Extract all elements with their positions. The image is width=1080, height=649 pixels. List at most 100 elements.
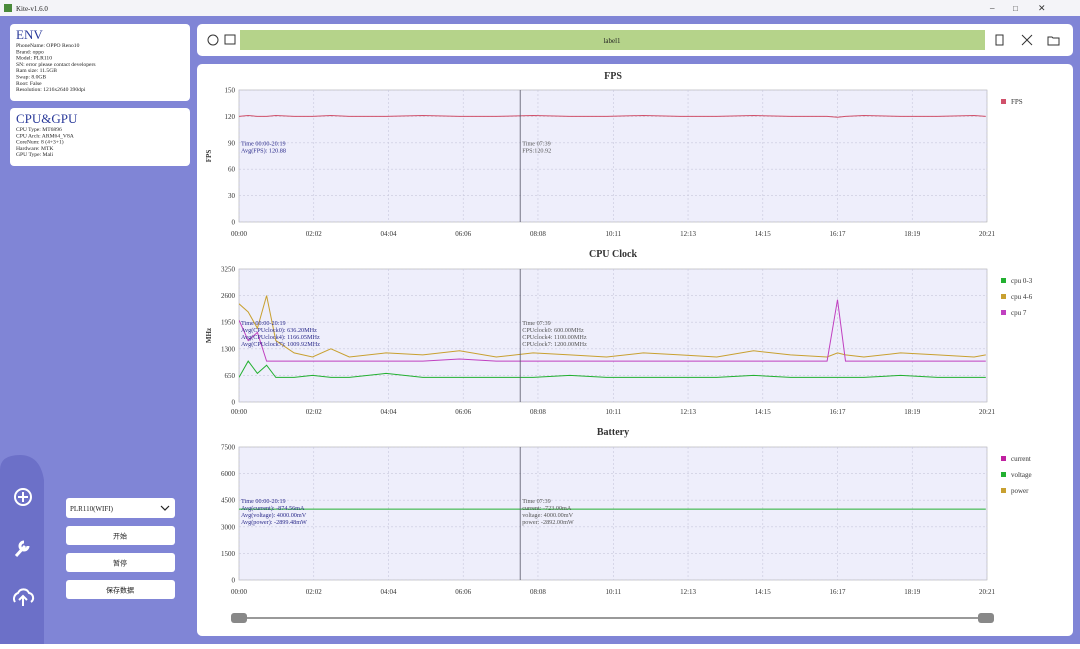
save-icon[interactable] (995, 34, 1004, 46)
legend-swatch (1001, 99, 1006, 104)
cursor-text: CPUclock0: 600.00MHz (522, 327, 584, 334)
upload-icon[interactable] (12, 588, 35, 606)
summary-text: Avg(power): -2899.48mW (241, 519, 307, 526)
legend-swatch (1001, 310, 1006, 315)
y-axis-label: MHz (205, 328, 213, 343)
x-tick-label: 20:21 (979, 230, 995, 238)
legend-swatch (1001, 472, 1006, 477)
cpu-line: Hardware: MTK (16, 146, 53, 152)
folder-icon[interactable] (1047, 36, 1060, 46)
env-panel (10, 24, 190, 101)
x-tick-label: 04:04 (381, 408, 397, 416)
x-tick-label: 00:00 (231, 588, 247, 596)
series-line (239, 360, 986, 378)
y-tick-label: 60 (228, 166, 236, 174)
summary-text: Avg(voltage): 4000.00mV (241, 512, 307, 519)
chevron (160, 505, 170, 511)
x-tick-label: 18:19 (904, 408, 920, 416)
series-line (239, 295, 986, 358)
cpu-line: GPU Type: Mali (16, 152, 54, 158)
slider-left[interactable] (231, 613, 247, 623)
maximize[interactable]: □ (1013, 4, 1018, 13)
series-line (239, 299, 986, 362)
y-tick-label: 1500 (221, 550, 236, 558)
device-select[interactable] (66, 498, 175, 518)
y-axis-label: FPS (205, 150, 213, 163)
button[interactable] (66, 526, 175, 545)
button[interactable] (66, 580, 175, 599)
x-tick-label: 06:06 (455, 588, 471, 596)
add-icon-plus (18, 492, 28, 502)
x-tick-label: 20:21 (979, 588, 995, 596)
x-tick-label: 18:19 (904, 588, 920, 596)
y-tick-label: 2600 (221, 292, 236, 300)
x-tick-label: 10:11 (605, 408, 621, 416)
summary-text: Time 00:00-20:19 (241, 498, 286, 505)
window-title: Kite-v1.6.0 (16, 5, 48, 13)
x-tick-label: 00:00 (231, 408, 247, 416)
add-icon[interactable] (14, 488, 32, 506)
tool-icon[interactable] (14, 540, 30, 558)
x-tick-label: 08:08 (530, 230, 546, 238)
cut-icon[interactable] (1021, 34, 1033, 46)
legend-label: power (1011, 487, 1029, 495)
x-tick-label: 06:06 (455, 230, 471, 238)
x-tick-label: 14:15 (755, 230, 771, 238)
y-tick-label: 150 (225, 87, 236, 95)
y-tick-label: 6000 (221, 470, 236, 478)
y-tick-label: 0 (232, 577, 236, 585)
x-tick-label: 10:11 (605, 588, 621, 596)
x-tick-label: 12:13 (680, 408, 696, 416)
plot-area (238, 89, 988, 223)
cursor-text: FPS:120.92 (522, 147, 551, 154)
y-tick-label: 650 (225, 372, 236, 380)
cpu-line: CoreNum: 8 (4+3+1) (16, 139, 64, 146)
device-select-text: PLR110(WIFI) (70, 505, 114, 513)
env-line: PhoneName: OPPO Reno10 (16, 43, 80, 49)
button-label: 暂停 (113, 559, 127, 568)
x-tick-label: 04:04 (381, 230, 397, 238)
env-line: Root: False (16, 81, 42, 87)
summary-text: Avg(CPUclock0): 636.20MHz (241, 327, 317, 334)
y-tick-label: 3000 (221, 523, 236, 531)
minimize[interactable]: – (989, 3, 995, 13)
env-line: Model: PLR110 (16, 56, 52, 62)
slider-right[interactable] (978, 613, 994, 623)
plot-area (238, 268, 988, 403)
image-icon[interactable] (224, 34, 236, 45)
env-title: ENV (16, 27, 43, 42)
button-label: 开始 (113, 532, 127, 541)
x-tick-label: 14:15 (755, 408, 771, 416)
y-tick-label: 0 (232, 219, 236, 227)
x-tick-label: 16:17 (830, 588, 846, 596)
summary-text: Time 00:00-20:19 (241, 320, 286, 327)
x-tick-label: 14:15 (755, 588, 771, 596)
legend-swatch (1001, 278, 1006, 283)
x-tick-label: 04:04 (381, 588, 397, 596)
history-icon[interactable] (207, 34, 219, 46)
y-tick-label: 1300 (221, 345, 236, 353)
x-tick-label: 00:00 (231, 230, 247, 238)
title-bar (0, 0, 1080, 16)
cursor-text: Time 07:39 (522, 320, 550, 327)
button-label: 保存数据 (106, 586, 134, 595)
legend-label: cpu 7 (1011, 309, 1027, 317)
y-tick-label: 0 (232, 399, 236, 407)
x-tick-label: 20:21 (979, 408, 995, 416)
summary-text: Avg(CPUclock7): 1009.92MHz (241, 341, 320, 348)
button[interactable] (66, 553, 175, 572)
legend-label: current (1011, 455, 1031, 463)
close[interactable]: ✕ (1038, 3, 1046, 13)
legend-label: voltage (1011, 471, 1032, 479)
x-tick-label: 10:11 (605, 230, 621, 238)
cpu-line: CPU Arch: ARM64_V8A (16, 133, 74, 139)
env-line: Resolution: 1216x2640 390dpi (16, 87, 86, 93)
cursor-text: voltage: 4000.00mV (522, 512, 573, 519)
env-line: SN: error please contact developers (16, 62, 96, 68)
env-line: Brand: oppo (16, 49, 44, 55)
summary-text: Avg(current): -874.56mA (241, 505, 305, 512)
x-tick-label: 06:06 (455, 408, 471, 416)
chart-title: CPU Clock (589, 249, 637, 260)
env-line: Swap: 8.0GB (16, 75, 46, 81)
plot-area (238, 446, 988, 581)
